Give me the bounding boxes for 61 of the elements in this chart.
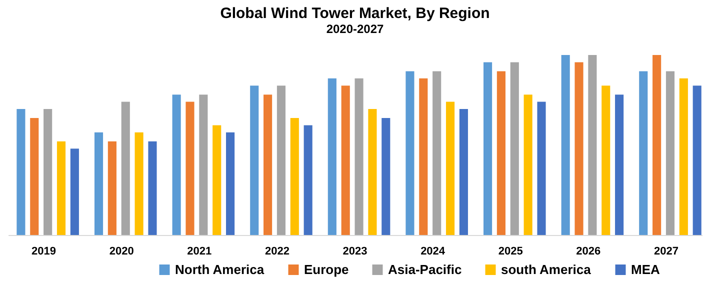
bar bbox=[354, 78, 364, 235]
bar bbox=[639, 71, 648, 235]
bar bbox=[108, 141, 116, 235]
chart-subtitle: 2020-2027 bbox=[326, 22, 384, 36]
bar bbox=[70, 148, 79, 235]
bar bbox=[652, 55, 662, 235]
bar bbox=[186, 102, 194, 235]
bar bbox=[459, 109, 468, 235]
bar bbox=[148, 141, 157, 235]
x-tick-label: 2026 bbox=[576, 246, 601, 258]
bar bbox=[304, 125, 312, 235]
bar bbox=[666, 71, 675, 235]
bar bbox=[510, 62, 519, 235]
bar bbox=[432, 71, 442, 235]
bar bbox=[679, 78, 688, 235]
bar bbox=[212, 125, 222, 235]
legend-label: North America bbox=[175, 262, 265, 277]
bar bbox=[483, 62, 492, 235]
bar bbox=[574, 62, 584, 235]
bar bbox=[199, 94, 208, 235]
bar bbox=[419, 78, 428, 235]
bar bbox=[692, 86, 702, 235]
chart-title: Global Wind Tower Market, By Region bbox=[220, 5, 490, 22]
bar bbox=[16, 109, 26, 235]
bar bbox=[524, 94, 532, 235]
bar bbox=[602, 86, 610, 235]
bar bbox=[264, 94, 272, 235]
x-tick-label: 2020 bbox=[109, 246, 134, 258]
bar bbox=[368, 109, 377, 235]
bar bbox=[134, 132, 144, 235]
x-tick-label: 2021 bbox=[187, 246, 212, 258]
bar bbox=[446, 102, 455, 235]
bar bbox=[290, 118, 299, 235]
legend-label: south America bbox=[501, 262, 592, 277]
x-tick-label: 2019 bbox=[32, 246, 56, 258]
x-tick-label: 2022 bbox=[264, 246, 290, 258]
bar bbox=[496, 71, 506, 235]
legend-label: Asia-Pacific bbox=[388, 262, 462, 277]
bar bbox=[537, 102, 546, 235]
bar bbox=[328, 78, 336, 235]
bar bbox=[406, 71, 414, 235]
bar bbox=[561, 55, 570, 235]
bar bbox=[30, 118, 39, 235]
bar bbox=[94, 132, 104, 235]
bar bbox=[382, 118, 390, 235]
bar bbox=[44, 109, 52, 235]
bar bbox=[226, 132, 235, 235]
bar bbox=[615, 94, 624, 235]
x-tick-label: 2025 bbox=[498, 246, 523, 258]
x-tick-label: 2024 bbox=[420, 246, 446, 258]
legend-label: MEA bbox=[631, 262, 660, 277]
bar bbox=[121, 102, 130, 235]
x-tick-label: 2027 bbox=[654, 246, 678, 258]
bar bbox=[276, 86, 286, 235]
bar bbox=[341, 86, 350, 235]
bar bbox=[588, 55, 597, 235]
bar bbox=[172, 94, 181, 235]
bar bbox=[56, 141, 66, 235]
bar bbox=[250, 86, 259, 235]
x-tick-label: 2023 bbox=[342, 246, 368, 258]
legend-label: Europe bbox=[304, 262, 349, 277]
